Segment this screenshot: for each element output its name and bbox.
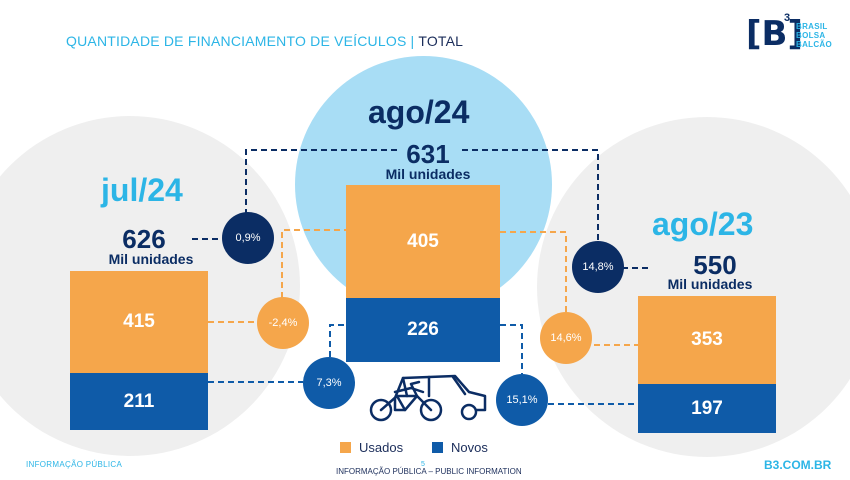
bar-usados-ago23: 353 [638, 296, 776, 384]
period-label-jul24: jul/24 [101, 172, 183, 208]
period-label-ago23: ago/23 [652, 206, 754, 242]
b3-logo: [B] 3 BRASIL BOLSA BALCÃO [746, 12, 836, 58]
total-value-ago24: 631 [406, 139, 450, 169]
legend-item-usados: Usados [340, 440, 403, 455]
bar-label-novos-ago23: 197 [691, 397, 723, 419]
connector-novos-top-right [500, 324, 523, 374]
title-subtitle: TOTAL [418, 33, 464, 49]
footer-website-link[interactable]: B3.COM.BR [764, 458, 832, 472]
connector-usados-top-right [500, 231, 567, 312]
bar-novos-jul24: 211 [70, 373, 208, 430]
bubble-label: 14,8% [582, 261, 614, 273]
connector-usados-top-left [281, 229, 346, 298]
page-title: QUANTIDADE DE FINANCIAMENTO DE VEÍCULOS |… [66, 33, 463, 49]
connector-novos-top-left [329, 324, 346, 357]
total-value-ago23: 550 [693, 250, 737, 280]
bar-label-usados-ago24: 405 [407, 230, 439, 252]
bar-usados-ago24: 405 [346, 185, 500, 298]
car-motorcycle-icon [369, 374, 487, 422]
legend-item-novos: Novos [432, 440, 488, 455]
footer-classification: INFORMAÇÃO PÚBLICA [26, 460, 123, 469]
legend-label-usados: Usados [359, 440, 404, 455]
logo-mark: [B] [746, 14, 803, 54]
bar-label-novos-ago24: 226 [407, 319, 439, 340]
logo-text: BRASIL BOLSA BALCÃO [796, 22, 832, 49]
bubble-label: 0,9% [235, 232, 261, 244]
footer-public-information: INFORMAÇÃO PÚBLICA – PUBLIC INFORMATION … [336, 461, 522, 476]
total-value-jul24: 626 [122, 224, 166, 254]
bar-label-novos-jul24: 211 [123, 390, 155, 412]
bar-usados-jul24: 415 [70, 271, 208, 373]
bubble-novos-vs-ago23: 15,1% [496, 374, 548, 426]
connector-total-top-right [462, 149, 599, 241]
page-number: 5 [421, 461, 425, 468]
bubble-label: 7,3% [316, 377, 342, 389]
total-unit-jul24: Mil unidades [108, 251, 194, 267]
bubble-usados-vs-jul24: -2,4% [257, 297, 309, 349]
bubble-label: -2,4% [268, 317, 298, 329]
total-unit-ago24: Mil unidades [385, 166, 471, 182]
logo-superscript: 3 [784, 12, 791, 24]
legend-label-novos: Novos [451, 440, 488, 455]
bar-novos-ago24: 226 [346, 298, 500, 362]
title-separator: | [410, 33, 415, 49]
total-unit-ago23: Mil unidades [667, 276, 753, 292]
bubble-label: 14,6% [550, 332, 582, 344]
bar-novos-ago23: 197 [638, 384, 776, 433]
bubble-usados-vs-ago23: 14,6% [540, 312, 592, 364]
bar-label-usados-ago23: 353 [691, 329, 723, 350]
logo-line-2: BOLSA [796, 31, 826, 40]
legend-swatch-novos [432, 442, 443, 453]
bubble-total-vs-ago23: 14,8% [572, 241, 624, 293]
footer-center-text: INFORMAÇÃO PÚBLICA – PUBLIC INFORMATION [336, 467, 522, 476]
bar-label-usados-jul24: 415 [123, 311, 155, 332]
logo-line-3: BALCÃO [796, 40, 833, 49]
bubble-total-vs-jul24: 0,9% [222, 212, 274, 264]
connector-total-top-left [245, 149, 398, 215]
bubble-novos-vs-jul24: 7,3% [303, 357, 355, 409]
period-label-ago24: ago/24 [368, 94, 470, 130]
bubble-label: 15,1% [506, 394, 538, 406]
title-main: QUANTIDADE DE FINANCIAMENTO DE VEÍCULOS [66, 33, 407, 49]
logo-line-1: BRASIL [796, 22, 828, 31]
legend-swatch-usados [340, 442, 351, 453]
